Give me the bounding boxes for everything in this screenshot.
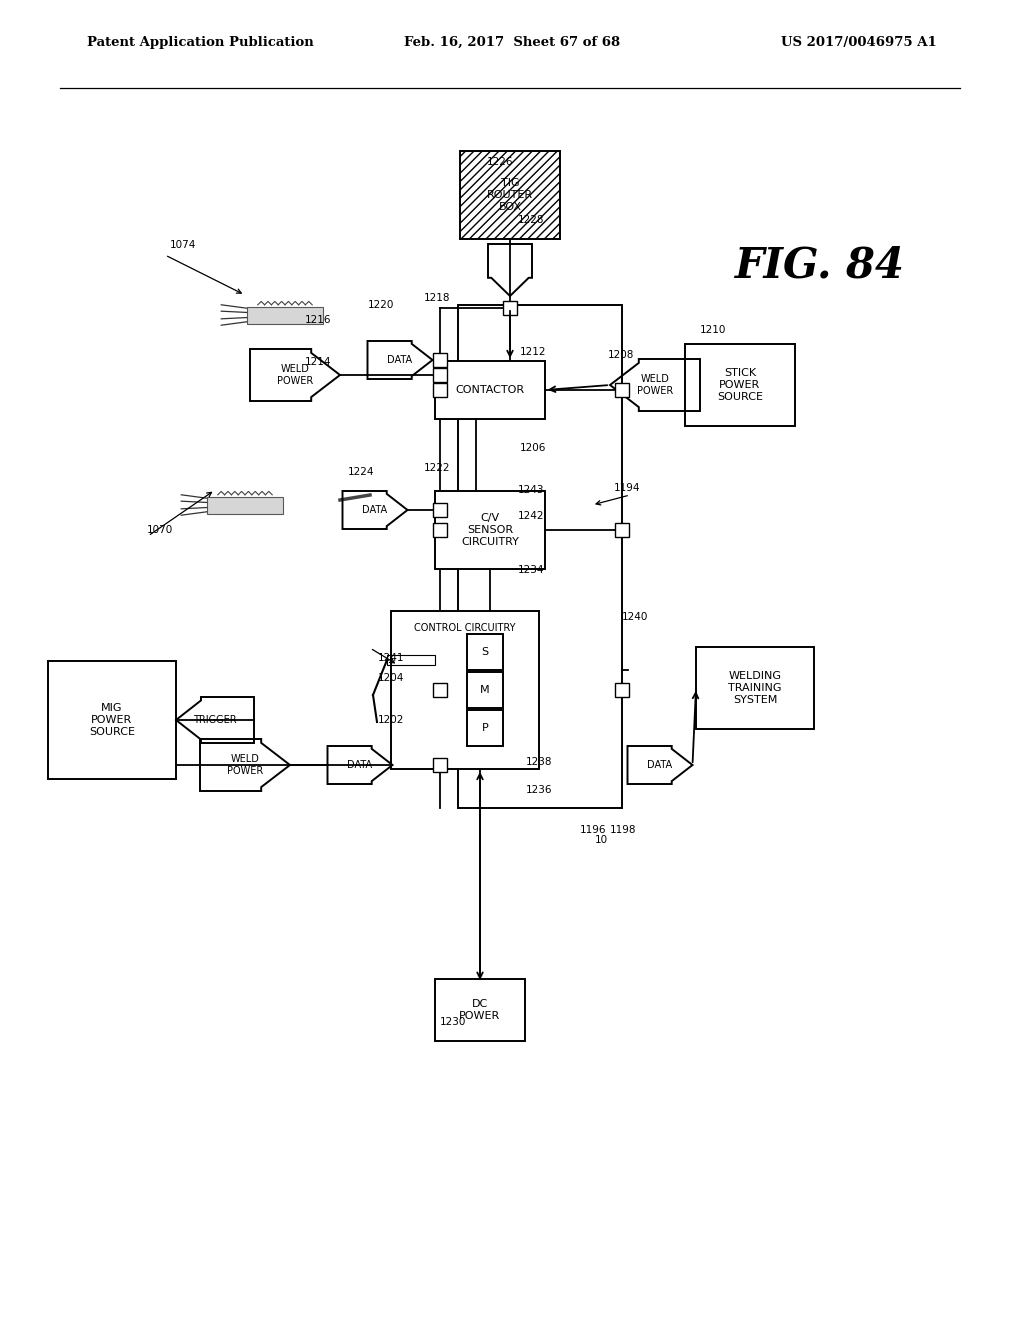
Text: 1220: 1220 <box>368 300 394 310</box>
Text: Feb. 16, 2017  Sheet 67 of 68: Feb. 16, 2017 Sheet 67 of 68 <box>403 36 621 49</box>
Bar <box>467 634 503 671</box>
Text: 1240: 1240 <box>622 612 648 622</box>
Text: 1194: 1194 <box>614 483 640 492</box>
Bar <box>433 368 447 381</box>
Text: DC
POWER: DC POWER <box>460 999 501 1020</box>
Text: WELDING
TRAINING
SYSTEM: WELDING TRAINING SYSTEM <box>728 672 781 705</box>
Bar <box>503 301 517 315</box>
Bar <box>458 305 622 808</box>
Bar <box>435 979 525 1041</box>
Text: 10: 10 <box>595 836 608 845</box>
Text: CONTROL CIRCUITRY: CONTROL CIRCUITRY <box>415 623 516 634</box>
Text: TRIGGER: TRIGGER <box>194 715 237 725</box>
Text: 1212: 1212 <box>520 347 547 356</box>
Text: 1226: 1226 <box>487 157 513 168</box>
Text: 1204: 1204 <box>378 673 404 682</box>
Bar <box>433 503 447 517</box>
Text: 1196: 1196 <box>580 825 606 836</box>
Bar <box>433 523 447 537</box>
Text: 1243: 1243 <box>518 484 545 495</box>
Text: P: P <box>481 723 488 733</box>
Bar <box>615 523 629 537</box>
Bar <box>615 682 629 697</box>
Text: DATA: DATA <box>362 506 387 515</box>
Text: Patent Application Publication: Patent Application Publication <box>87 36 313 49</box>
Text: DATA: DATA <box>387 355 413 366</box>
Text: 1241: 1241 <box>378 653 404 663</box>
Text: 1198: 1198 <box>610 825 637 836</box>
Text: 1218: 1218 <box>424 293 451 304</box>
Text: 1208: 1208 <box>608 350 635 360</box>
Text: 1228: 1228 <box>518 215 545 224</box>
Bar <box>433 383 447 397</box>
Text: 1222: 1222 <box>424 463 451 473</box>
Bar <box>435 491 545 569</box>
Bar <box>391 611 539 770</box>
Text: 1224: 1224 <box>348 467 375 477</box>
Bar <box>615 383 629 397</box>
Text: 1206: 1206 <box>520 444 547 453</box>
Text: US 2017/0046975 A1: US 2017/0046975 A1 <box>781 36 937 49</box>
Bar <box>696 647 814 729</box>
Bar <box>467 710 503 746</box>
Bar <box>467 672 503 708</box>
Bar <box>48 661 176 779</box>
Text: 1230: 1230 <box>440 1016 466 1027</box>
Text: TIG
ROUTER
BOX: TIG ROUTER BOX <box>487 178 534 211</box>
Bar <box>433 682 447 697</box>
Bar <box>460 150 560 239</box>
Text: DATA: DATA <box>347 760 373 770</box>
Text: WELD
POWER: WELD POWER <box>276 364 313 385</box>
Text: 1242: 1242 <box>518 511 545 521</box>
Text: 1074: 1074 <box>170 240 197 249</box>
Text: MIG
POWER
SOURCE: MIG POWER SOURCE <box>89 704 135 737</box>
Bar <box>247 306 324 323</box>
Text: S: S <box>481 647 488 657</box>
Bar <box>433 352 447 367</box>
Text: 1216: 1216 <box>305 315 332 325</box>
Text: 1070: 1070 <box>147 525 173 535</box>
Text: WELD
POWER: WELD POWER <box>637 374 673 396</box>
Text: WELD
POWER: WELD POWER <box>227 754 263 776</box>
Text: 1202: 1202 <box>378 715 404 725</box>
Text: C/V
SENSOR
CIRCUITRY: C/V SENSOR CIRCUITRY <box>461 513 519 546</box>
Text: FIG. 84: FIG. 84 <box>735 244 905 286</box>
Bar <box>685 345 795 426</box>
Text: 1214: 1214 <box>305 356 332 367</box>
Bar <box>435 360 545 418</box>
Text: STICK
POWER
SOURCE: STICK POWER SOURCE <box>717 368 763 401</box>
Bar <box>433 758 447 772</box>
Text: 1236: 1236 <box>526 785 553 795</box>
Text: DATA: DATA <box>647 760 673 770</box>
Bar <box>207 496 284 513</box>
Text: 1238: 1238 <box>526 756 553 767</box>
Text: 1234: 1234 <box>518 565 545 576</box>
Text: CONTACTOR: CONTACTOR <box>456 385 524 395</box>
Text: M: M <box>480 685 489 696</box>
Text: 1210: 1210 <box>700 325 726 335</box>
